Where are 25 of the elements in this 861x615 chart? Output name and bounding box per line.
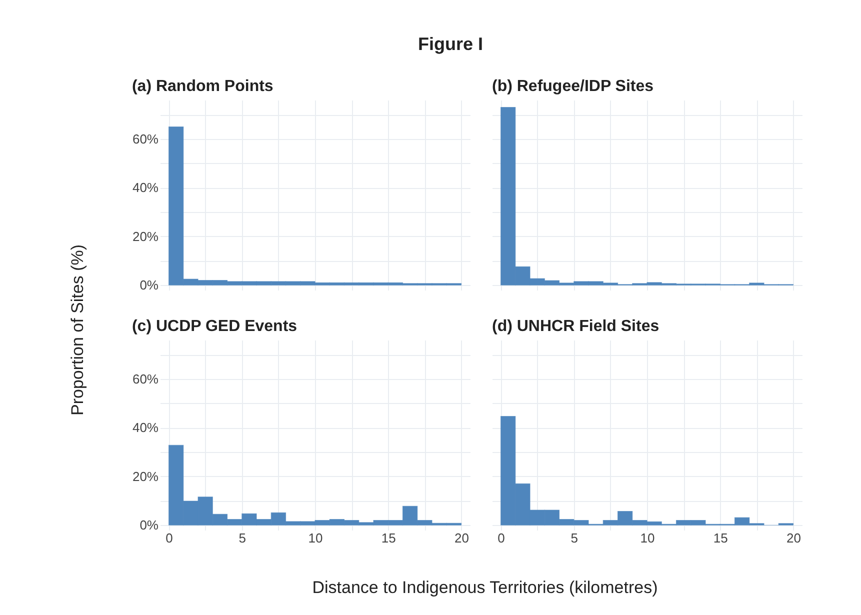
chart-title: (c) UCDP GED Events (132, 318, 298, 335)
y-axis-title: Proportion of Sites (%) (68, 244, 88, 416)
chart-title: (a) Random Points (132, 78, 274, 95)
y-tick-label: 60% (132, 131, 159, 146)
x-tick-label: 20 (786, 530, 801, 546)
y-tick-label: 20% (132, 228, 159, 244)
text: Figure I (416, 34, 484, 55)
x-tick-label: 15 (713, 530, 728, 546)
x-tick-label: 20 (454, 530, 469, 546)
x-tick-label: 0 (498, 530, 505, 546)
x-tick-label: 15 (381, 530, 396, 546)
y-tick-label: 20% (132, 468, 159, 484)
x-tick-label: 10 (640, 530, 655, 546)
y-tick-label: 0% (140, 278, 159, 293)
x-tick-label: 5 (570, 530, 578, 546)
y-tick-label: 60% (132, 371, 159, 386)
chart-title: (b) Refugee/IDP Sites (492, 78, 654, 95)
x-tick-label: 10 (308, 530, 323, 546)
y-tick-label: 40% (132, 180, 159, 196)
x-tick-label: 5 (238, 530, 246, 546)
chart-title: (d) UNHCR Field Sites (492, 318, 660, 335)
y-tick-label: 40% (132, 420, 159, 436)
y-tick-label: 0% (140, 518, 159, 533)
x-axis-title: Distance to Indigenous Territories (kilometres) (311, 578, 659, 598)
x-tick-label: 0 (166, 530, 173, 546)
